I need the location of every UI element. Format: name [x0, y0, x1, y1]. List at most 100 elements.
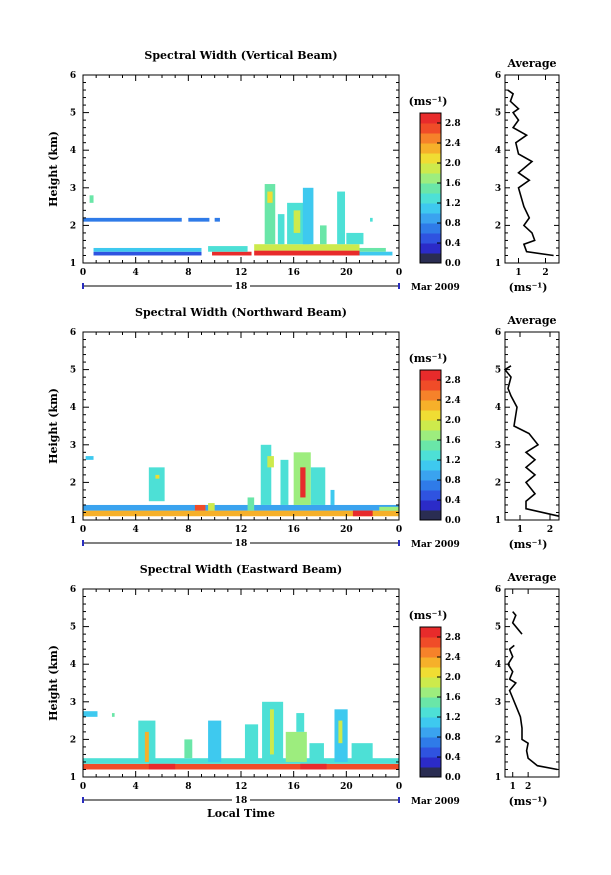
- colorbar-segment: [420, 747, 441, 758]
- y-tick-label: 4: [70, 146, 76, 156]
- x-axis-label: Local Time: [207, 807, 275, 820]
- colorbar-title: (ms⁻¹): [409, 95, 448, 108]
- heatmap-cell: [111, 713, 115, 717]
- average-profile-line: [507, 89, 554, 257]
- heatmap-cell: [89, 195, 94, 203]
- colorbar-segment: [420, 430, 441, 441]
- heatmap-cell: [244, 724, 259, 762]
- average-x-tick-label: 1: [510, 782, 516, 792]
- heatmap-cell: [148, 467, 165, 502]
- colorbar-segment: [420, 173, 441, 184]
- colorbar-segment: [420, 400, 441, 411]
- colorbar-tick-label: 0.8: [445, 219, 461, 229]
- colorbar-segment: [420, 410, 441, 421]
- heatmap-cell: [208, 246, 248, 252]
- colorbar-tick-label: 2.8: [445, 376, 461, 386]
- panel-title: Spectral Width (Vertical Beam): [144, 49, 337, 62]
- colorbar-segment: [420, 203, 441, 214]
- colorbar-segment: [420, 133, 441, 144]
- colorbar-segment: [420, 370, 441, 381]
- colorbar-segment: [420, 123, 441, 134]
- average-y-tick-label: 2: [495, 735, 501, 745]
- date-label-bg: [232, 795, 250, 805]
- y-tick-label: 1: [70, 773, 76, 783]
- average-x-tick-label: 2: [547, 525, 553, 535]
- heatmap-cell: [300, 763, 327, 770]
- date-label-bg: [232, 538, 250, 548]
- panel-title: Spectral Width (Eastward Beam): [140, 563, 342, 576]
- colorbar-segment: [420, 627, 441, 638]
- colorbar-segment: [420, 183, 441, 194]
- colorbar-segment: [420, 380, 441, 391]
- average-x-tick-label: 2: [525, 782, 531, 792]
- colorbar-segment: [420, 470, 441, 481]
- y-axis-label: Height (km): [47, 388, 60, 464]
- colorbar-segment: [420, 647, 441, 658]
- heatmap-cell: [247, 497, 255, 511]
- y-tick-label: 6: [70, 71, 76, 81]
- x-tick-label: 20: [340, 525, 353, 535]
- date-label: 18: [235, 796, 248, 806]
- heatmap-cell: [280, 459, 289, 505]
- y-axis-label: Height (km): [47, 645, 60, 721]
- month-label: Mar 2009: [411, 283, 460, 293]
- date-label: 18: [235, 282, 248, 292]
- average-y-tick-label: 6: [495, 71, 501, 81]
- colorbar-segment: [420, 707, 441, 718]
- x-tick-label: 12: [235, 782, 248, 792]
- average-y-tick-label: 5: [495, 366, 501, 376]
- average-y-tick-label: 2: [495, 478, 501, 488]
- x-tick-label: 4: [133, 525, 139, 535]
- colorbar-segment: [420, 480, 441, 491]
- x-tick-label: 0: [396, 525, 402, 535]
- x-tick-label: 8: [185, 268, 191, 278]
- date-label-bg: [232, 281, 250, 291]
- y-axis-label: Height (km): [47, 131, 60, 207]
- average-frame: [504, 331, 560, 521]
- colorbar-tick-label: 1.2: [445, 713, 461, 723]
- average-title: Average: [506, 57, 556, 70]
- y-tick-label: 3: [70, 184, 76, 194]
- average-y-tick-label: 3: [495, 184, 501, 194]
- colorbar-tick-label: 0.0: [445, 259, 461, 269]
- colorbar-tick-label: 0.4: [445, 496, 461, 506]
- average-profile-line: [507, 611, 558, 771]
- y-tick-label: 5: [70, 366, 76, 376]
- heatmap-cell: [302, 187, 314, 245]
- heatmap-cell: [83, 758, 399, 764]
- colorbar-segment: [420, 153, 441, 164]
- x-tick-label: 12: [235, 525, 248, 535]
- average-y-tick-label: 1: [495, 259, 501, 269]
- y-tick-label: 1: [70, 516, 76, 526]
- colorbar-segment: [420, 697, 441, 708]
- colorbar-title: (ms⁻¹): [409, 352, 448, 365]
- colorbar-tick-label: 2.8: [445, 633, 461, 643]
- average-x-label: (ms⁻¹): [509, 795, 548, 808]
- colorbar-tick-label: 1.6: [445, 436, 461, 446]
- heatmap-cell: [277, 214, 285, 245]
- average-y-tick-label: 5: [495, 623, 501, 633]
- x-tick-label: 12: [235, 268, 248, 278]
- date-label: 18: [235, 539, 248, 549]
- average-y-tick-label: 1: [495, 516, 501, 526]
- colorbar-segment: [420, 233, 441, 244]
- average-y-tick-label: 4: [495, 146, 501, 156]
- colorbar-segment: [420, 223, 441, 234]
- x-tick-label: 20: [340, 268, 353, 278]
- heatmap-cell: [309, 743, 324, 762]
- colorbar-segment: [420, 510, 441, 521]
- heatmap-cell: [330, 489, 335, 505]
- heatmap-cell: [260, 444, 272, 505]
- y-tick-label: 3: [70, 698, 76, 708]
- heatmap-cell: [184, 739, 193, 759]
- colorbar-tick-label: 0.8: [445, 476, 461, 486]
- heatmap-cell: [293, 210, 301, 233]
- heatmap-cell: [144, 731, 149, 762]
- x-tick-label: 16: [287, 525, 300, 535]
- heatmap-cell: [300, 467, 306, 498]
- heatmap-cell: [379, 506, 399, 511]
- colorbar-segment: [420, 243, 441, 254]
- y-tick-label: 2: [70, 221, 76, 231]
- x-tick-label: 8: [185, 525, 191, 535]
- colorbar-tick-label: 1.6: [445, 179, 461, 189]
